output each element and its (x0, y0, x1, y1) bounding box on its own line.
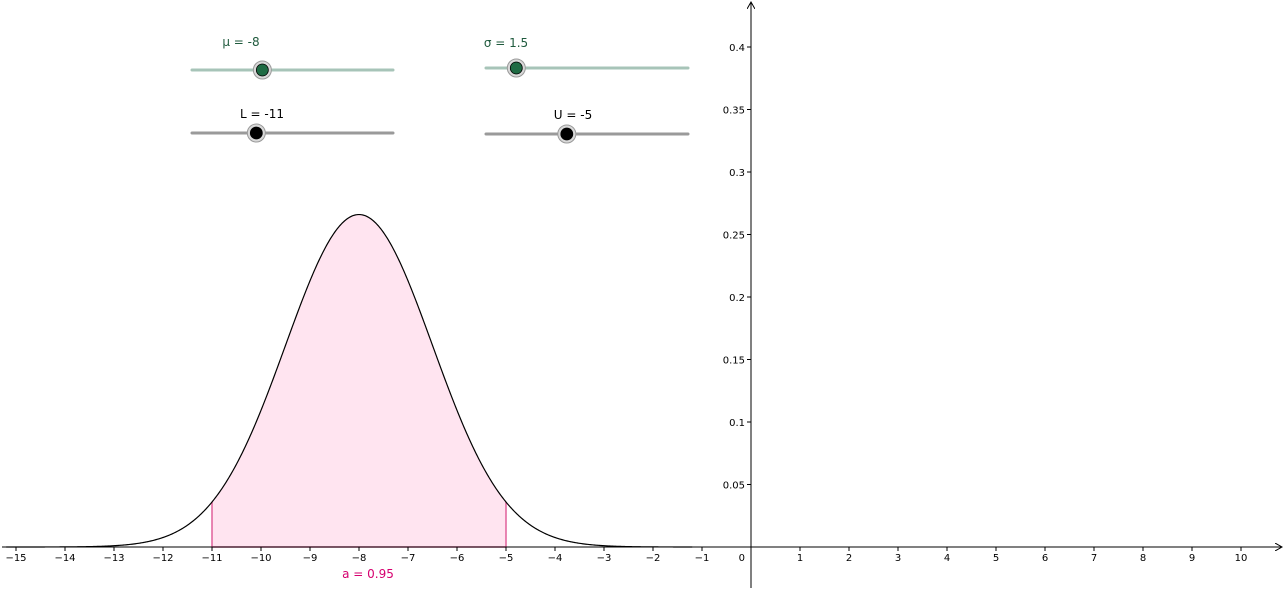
x-tick-label: −11 (201, 553, 222, 564)
y-tick-label: 0.35 (723, 106, 745, 117)
slider-sigma[interactable]: σ = 1.5 (484, 36, 690, 78)
slider-L[interactable]: L = -11 (190, 107, 395, 143)
x-tick-label: 5 (993, 553, 999, 564)
x-tick-label: −13 (103, 553, 124, 564)
x-tick-label: 9 (1189, 553, 1195, 564)
slider-L-knob[interactable] (249, 126, 263, 140)
shaded-area-group (211, 214, 507, 548)
slider-sigma-knob[interactable] (509, 61, 523, 75)
x-tick-label: −7 (401, 553, 416, 564)
x-tick-label: −2 (646, 553, 661, 564)
x-tick-label: −10 (250, 553, 271, 564)
y-tick-label: 0.05 (723, 481, 745, 492)
sliders-group[interactable]: μ = -8 σ = 1.5 L = -11 U = -5 (190, 35, 690, 144)
x-tick-label: 3 (895, 553, 901, 564)
axes-group: −15 −14 −13 −12 −11 −10 −9 −8 −7 −6 −5 −4 −3 −2 −1 0 1 2 3… (2, 3, 1281, 588)
slider-mu[interactable]: μ = -8 (190, 35, 395, 80)
x-tick-label: −1 (695, 553, 710, 564)
x-tick-label: −15 (5, 553, 26, 564)
slider-U-knob[interactable] (560, 127, 574, 141)
x-tick-label: −12 (152, 553, 173, 564)
y-tick-label: 0.3 (729, 168, 745, 179)
x-tick-label: 0 (739, 553, 745, 564)
x-tick-label: 4 (944, 553, 950, 564)
slider-U-label: U = -5 (554, 108, 592, 122)
y-tick-label: 0.25 (723, 231, 745, 242)
x-tick-label: 10 (1235, 553, 1248, 564)
x-tick-label: −9 (303, 553, 318, 564)
slider-sigma-label: σ = 1.5 (484, 36, 528, 50)
curve-group (6, 213, 693, 548)
x-tick-label: −3 (597, 553, 612, 564)
x-tick-label: 1 (797, 553, 803, 564)
y-tick-label: 0.1 (729, 418, 745, 429)
shaded-area (212, 214, 506, 548)
y-tick-label: 0.15 (723, 356, 745, 367)
slider-L-label: L = -11 (240, 107, 284, 121)
x-tick-label: 8 (1140, 553, 1146, 564)
x-tick-label: −6 (450, 553, 465, 564)
y-tick-label: 0.4 (729, 43, 745, 54)
slider-mu-knob[interactable] (255, 63, 269, 77)
slider-mu-label: μ = -8 (222, 35, 259, 49)
x-tick-label: −4 (548, 553, 563, 564)
density-curve (6, 213, 693, 548)
x-tick-label: −5 (499, 553, 514, 564)
y-tick-label: 0.2 (729, 293, 745, 304)
x-tick-label: 6 (1042, 553, 1048, 564)
area-label: a = 0.95 (342, 567, 394, 581)
x-tick-label: 2 (846, 553, 852, 564)
x-tick-label: 7 (1091, 553, 1097, 564)
x-tick-label: −14 (54, 553, 75, 564)
slider-U[interactable]: U = -5 (484, 108, 690, 144)
x-tick-label: −8 (352, 553, 367, 564)
